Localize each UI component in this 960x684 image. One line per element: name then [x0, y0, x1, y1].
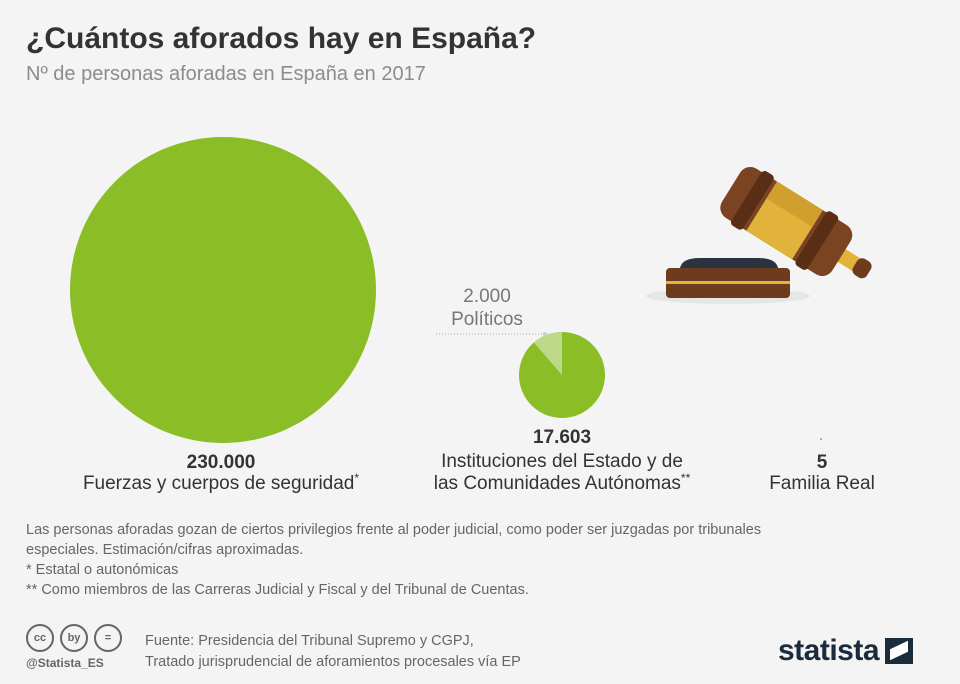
page-subtitle: Nº de personas aforadas en España en 201…	[26, 63, 426, 85]
bubble-chart: 230.000 Fuerzas y cuerpos de seguridad* …	[70, 137, 875, 494]
source-line: Tratado jurisprudencial de aforamientos …	[145, 654, 521, 670]
cc-icon[interactable]: cc	[26, 624, 54, 652]
slice-politicos	[533, 332, 562, 375]
value-fuerzas: 230.000	[187, 452, 256, 473]
statista-logo-icon	[885, 638, 914, 664]
label-fuerzas: Fuerzas y cuerpos de seguridad*	[83, 471, 359, 494]
brand-text: statista	[778, 634, 880, 667]
politicos-leader-dot	[543, 332, 547, 336]
no-derivatives-icon[interactable]: =	[94, 624, 122, 652]
twitter-handle[interactable]: @Statista_ES	[26, 656, 104, 670]
source-line: Fuente: Presidencia del Tribunal Supremo…	[145, 633, 474, 649]
page-title: ¿Cuántos aforados hay en España?	[26, 22, 537, 55]
label-instituciones-1: Instituciones del Estado y de	[441, 451, 683, 472]
label-fuerzas-mark: *	[354, 471, 359, 485]
value-politicos: 2.000	[463, 286, 511, 307]
gavel-icon	[646, 166, 872, 304]
note-line: especiales. Estimación/cifras aproximada…	[26, 542, 304, 558]
footnotes: Las personas aforadas gozan de ciertos p…	[26, 520, 926, 600]
bubble-familia-real	[820, 438, 822, 440]
label-fuerzas-text: Fuerzas y cuerpos de seguridad	[83, 473, 354, 494]
label-familia-real: Familia Real	[769, 473, 875, 494]
source: Fuente: Presidencia del Tribunal Supremo…	[145, 631, 521, 673]
bubble-fuerzas	[70, 137, 376, 443]
note-line: * Estatal o autonómicas	[26, 562, 179, 578]
label-instituciones-2-text: las Comunidades Autónomas	[434, 473, 681, 494]
note-line: Las personas aforadas gozan de ciertos p…	[26, 522, 762, 538]
label-instituciones-mark: **	[681, 471, 691, 485]
value-instituciones: 17.603	[533, 427, 591, 448]
attribution-icon[interactable]: by	[60, 624, 88, 652]
note-line: ** Como miembros de las Carreras Judicia…	[26, 582, 529, 598]
license-icons: cc by =	[26, 624, 122, 652]
statista-logo[interactable]: statista	[778, 634, 914, 668]
label-politicos: Políticos	[451, 309, 523, 330]
label-instituciones-2: las Comunidades Autónomas**	[434, 471, 691, 494]
value-familia-real: 5	[817, 452, 828, 473]
